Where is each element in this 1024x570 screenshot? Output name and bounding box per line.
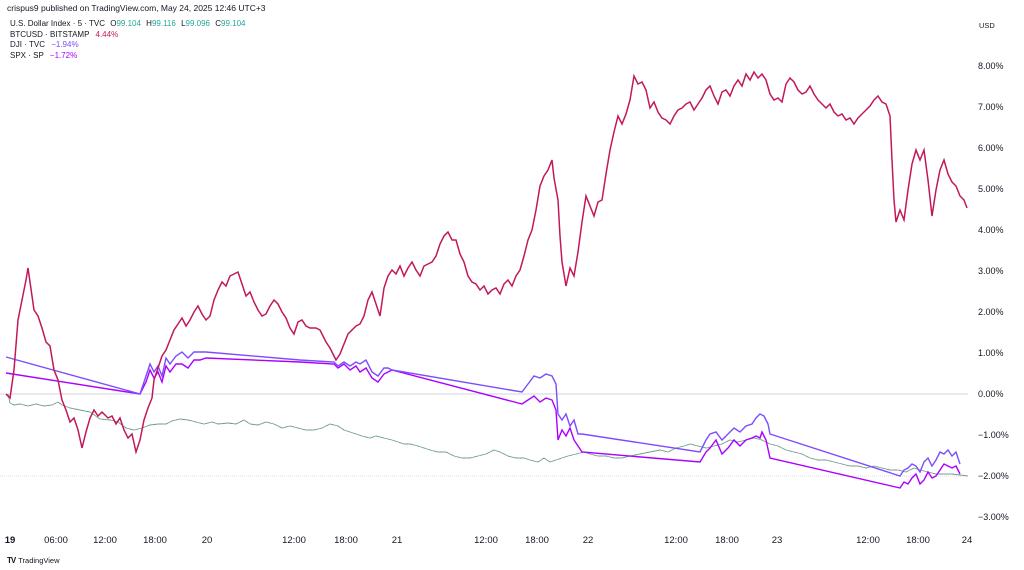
x-tick: 12:00 [856, 535, 880, 546]
y-tick: 7.00% [978, 102, 1004, 112]
ohlc-low: L99.096 [181, 19, 210, 28]
y-tick: 8.00% [978, 61, 1004, 71]
y-tick: −1.00% [978, 430, 1009, 440]
tradingview-brand[interactable]: TV TradingView [7, 556, 60, 565]
ohlc-open: O99.104 [110, 19, 141, 28]
x-tick: 18:00 [525, 535, 549, 546]
y-tick: 3.00% [978, 266, 1004, 276]
legend-row-dxy[interactable]: U.S. Dollar Index · 5 · TVC O99.104 H99.… [10, 19, 245, 30]
x-tick: 18:00 [715, 535, 739, 546]
x-tick: 12:00 [282, 535, 306, 546]
ohlc-close: C99.104 [215, 19, 246, 28]
y-tick: 2.00% [978, 307, 1004, 317]
legend-dji-name: DJI · TVC [10, 40, 45, 50]
legend-btc-name: BTCUSD · BITSTAMP [10, 29, 90, 39]
x-tick: 24 [961, 535, 973, 546]
x-tick: 18:00 [906, 535, 930, 546]
dxy-line-up [7, 393, 969, 477]
legend-row-btc[interactable]: BTCUSD · BITSTAMP 4.44% [10, 30, 245, 41]
x-tick: 18:00 [334, 535, 358, 546]
publish-info: crispus9 published on TradingView.com, M… [7, 3, 266, 13]
legend-dxy-ohlc: O99.104 H99.116 L99.096 C99.104 [107, 19, 245, 28]
legend-spx-value: −1.72% [49, 50, 78, 60]
chart-legend: U.S. Dollar Index · 5 · TVC O99.104 H99.… [10, 19, 245, 61]
legend-spx-name: SPX · SP [10, 50, 44, 60]
legend-dji-value: −1.94% [51, 40, 79, 50]
y-tick: 4.00% [978, 225, 1004, 235]
x-tick: 12:00 [474, 535, 498, 546]
x-tick: 12:00 [93, 535, 117, 546]
brand-label: TradingView [18, 556, 60, 565]
legend-row-spx[interactable]: SPX · SP −1.72% [10, 51, 245, 62]
legend-btc-value: 4.44% [95, 29, 119, 39]
y-tick: 1.00% [978, 348, 1004, 358]
x-tick: 21 [391, 535, 403, 546]
x-tick: 06:00 [44, 535, 68, 546]
y-tick: 5.00% [978, 184, 1004, 194]
y-tick: 6.00% [978, 143, 1004, 153]
spx-line [5, 357, 961, 489]
y-tick: −2.00% [978, 471, 1009, 481]
dxy-line [7, 393, 969, 477]
ohlc-high: H99.116 [146, 19, 176, 28]
x-tick: 19 [4, 535, 16, 546]
legend-row-dji[interactable]: DJI · TVC −1.94% [10, 40, 245, 51]
y-tick: −3.00% [978, 512, 1009, 522]
dji-line [5, 351, 961, 477]
currency-label: USD [979, 21, 995, 30]
y-tick: 0.00% [978, 389, 1004, 399]
tradingview-logo-icon: TV [7, 556, 16, 565]
x-tick: 20 [201, 535, 213, 546]
x-tick: 18:00 [143, 535, 167, 546]
btc-line [5, 70, 968, 455]
x-tick: 23 [771, 535, 783, 546]
legend-dxy-name: U.S. Dollar Index · 5 · TVC [10, 19, 105, 28]
x-tick: 22 [582, 535, 594, 546]
x-tick: 12:00 [664, 535, 688, 546]
